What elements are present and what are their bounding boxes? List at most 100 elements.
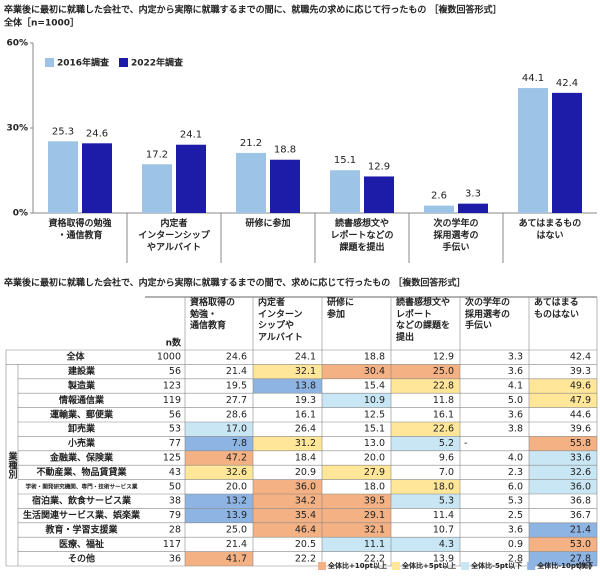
cell-value: - xyxy=(464,438,467,449)
cell-highlight xyxy=(185,494,253,509)
n-value: 119 xyxy=(163,395,181,406)
chart-subtitle: 全体［n=1000］ xyxy=(3,17,79,29)
bar xyxy=(458,203,488,213)
n-value: 56 xyxy=(169,409,181,420)
cell-value: 11.8 xyxy=(433,395,454,406)
bar xyxy=(552,92,582,213)
data-label: 15.1 xyxy=(334,155,356,166)
row-label: その他 xyxy=(68,552,95,564)
cell-value: 27.8 xyxy=(570,553,591,564)
cell-value: 16.1 xyxy=(295,409,316,420)
cell-value: 42.4 xyxy=(570,352,591,363)
column-header: 次の学年の 採用選考の 手伝い xyxy=(465,298,511,331)
cell-value: 36.8 xyxy=(570,496,591,507)
cell-value: 3.6 xyxy=(508,525,523,536)
cell-highlight xyxy=(185,551,253,566)
row-label: 教育・学習支援業 xyxy=(44,524,118,536)
row-label: 金融業、保険業 xyxy=(49,452,114,464)
column-header: 資格取得の 勉強・ 通信教育 xyxy=(190,298,236,331)
cell-value: 46.4 xyxy=(295,525,316,536)
legend-swatch xyxy=(461,562,470,570)
cell-highlight xyxy=(253,508,322,523)
cell-highlight xyxy=(391,364,460,379)
cell-highlight xyxy=(529,465,597,480)
cell-value: 16.1 xyxy=(433,409,454,420)
cell-value: 32.6 xyxy=(570,467,591,478)
cell-value: 18.0 xyxy=(433,481,454,492)
cell-value: 44.6 xyxy=(570,409,591,420)
n-value: 79 xyxy=(169,510,181,521)
cell-value: 55.8 xyxy=(570,438,591,449)
cell-highlight xyxy=(391,378,460,394)
cell-highlight xyxy=(185,450,253,466)
cell-value: 18.4 xyxy=(295,453,316,464)
bar xyxy=(270,159,300,213)
row-label: 運輸業、郵便業 xyxy=(50,408,114,420)
data-label: 2.6 xyxy=(431,191,447,202)
cell-highlight xyxy=(529,551,597,566)
cell-value: 39.6 xyxy=(570,424,591,435)
cell-value: 22.2 xyxy=(295,553,316,564)
cell-highlight xyxy=(529,522,597,538)
cell-value: 21.4 xyxy=(226,366,247,377)
column-header: 読書感想文や レポート などの課題を 提出 xyxy=(396,298,451,343)
cell-highlight xyxy=(322,465,391,480)
cell-value: 13.9 xyxy=(433,553,454,564)
n-value: 1000 xyxy=(157,352,181,363)
cell-value: 2.3 xyxy=(508,467,523,478)
data-label: 12.9 xyxy=(368,161,390,172)
y-tick-label: 30% xyxy=(6,124,28,134)
x-tick-label: あてはまるもの はない xyxy=(518,219,582,241)
cell-value: 39.3 xyxy=(570,366,591,377)
bar xyxy=(518,88,548,213)
cell-value: 29.1 xyxy=(364,510,385,521)
cell-highlight xyxy=(391,479,460,494)
cell-value: 4.1 xyxy=(508,381,523,392)
data-label: 21.2 xyxy=(240,138,262,149)
cell-value: 11.1 xyxy=(364,539,385,550)
cell-highlight xyxy=(185,422,253,437)
cell-value: 25.0 xyxy=(433,366,454,377)
cell-highlight xyxy=(529,479,597,494)
cell-highlight xyxy=(253,494,322,509)
cell-value: 32.6 xyxy=(226,467,247,478)
cell-value: 27.9 xyxy=(364,467,385,478)
cell-value: 27.7 xyxy=(226,395,247,406)
cell-value: 24.1 xyxy=(295,352,316,363)
cell-value: 53.0 xyxy=(570,539,591,550)
cell-value: 19.5 xyxy=(226,381,247,392)
n-value: 28 xyxy=(169,525,181,536)
cell-value: 18.0 xyxy=(364,481,385,492)
row-label: 卸売業 xyxy=(68,423,96,435)
cell-value: 30.4 xyxy=(364,366,385,377)
bar xyxy=(82,143,112,213)
cell-value: 26.4 xyxy=(295,424,316,435)
cell-highlight xyxy=(391,422,460,437)
chart-title: 卒業後に最初に就職した会社で、内定から実際に就職するまでの間に、就職先の求めに応… xyxy=(4,4,502,16)
cell-value: 41.7 xyxy=(226,553,247,564)
cell-highlight xyxy=(253,436,322,451)
cell-value: 20.0 xyxy=(364,453,385,464)
row-label: 学術・開発研究機関、専門・技術サービス業 xyxy=(26,482,138,490)
cell-highlight xyxy=(322,537,391,552)
row-label: 生活関連サービス業、娯楽業 xyxy=(23,509,141,521)
legend-label: 全体比-10pt以下 xyxy=(536,561,593,570)
bar xyxy=(176,144,206,213)
data-label: 24.1 xyxy=(180,130,202,141)
cell-value: 22.6 xyxy=(433,424,454,435)
legend-label: 全体比+5pt以上 xyxy=(401,561,456,570)
cell-value: 47.9 xyxy=(570,395,591,406)
bar xyxy=(424,205,454,213)
legend-swatch xyxy=(527,562,536,570)
x-tick-label: 資格取得の勉強 ・通信教育 xyxy=(48,219,112,241)
cell-value: 3.8 xyxy=(508,424,523,435)
cell-value: 13.0 xyxy=(364,438,385,449)
cell-value: 19.3 xyxy=(295,395,316,406)
cell-value: 6.0 xyxy=(508,481,523,492)
cell-value: 17.0 xyxy=(226,424,247,435)
cell-value: 22.2 xyxy=(364,553,385,564)
column-header: 内定者 インターン シップや アルバイト xyxy=(258,298,303,343)
group-label: 業種別 xyxy=(7,451,19,480)
n-value: 50 xyxy=(169,481,181,492)
